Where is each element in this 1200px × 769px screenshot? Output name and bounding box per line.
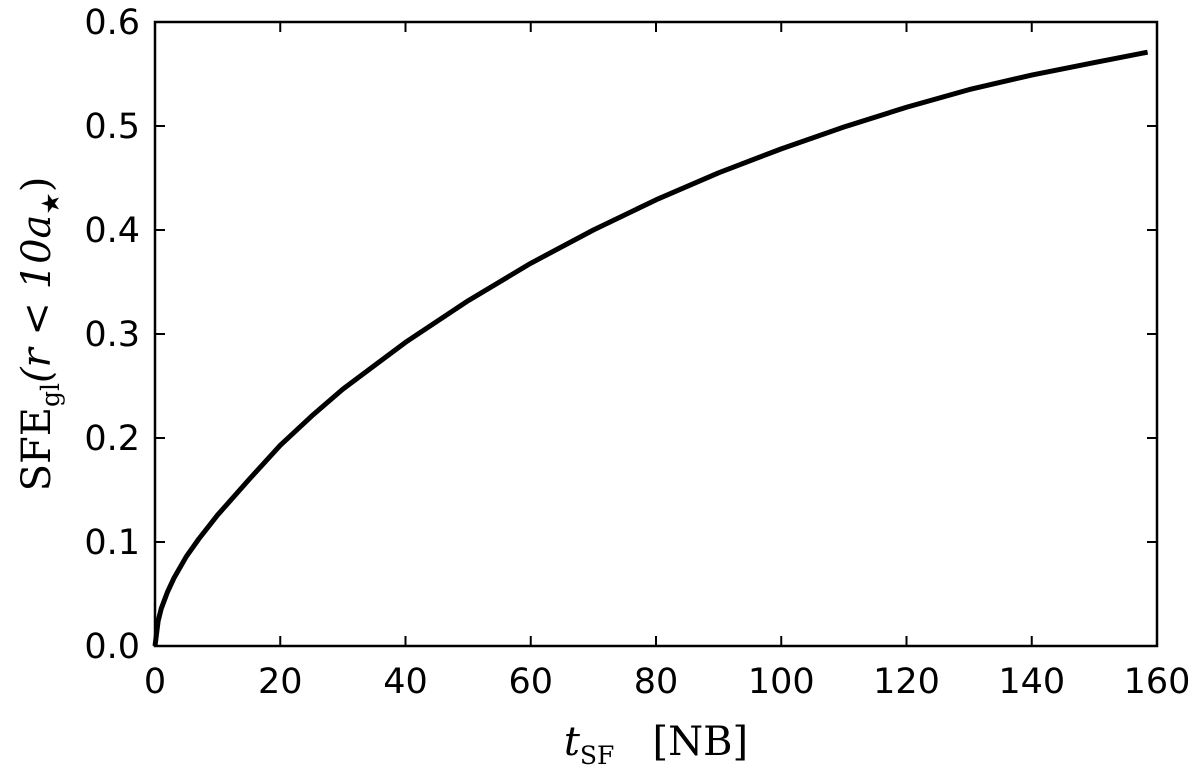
plot-frame [153,20,1159,648]
y-axis-label-rest: (r < 10a [14,215,60,383]
x-tick-label: 40 [383,662,428,702]
x-tick-label: 80 [634,662,679,702]
x-tick-label: 60 [508,662,553,702]
x-tick-label: 20 [258,662,303,702]
y-tick-label: 0.2 [84,419,140,459]
x-tick-label: 100 [748,662,815,702]
tick-labels: 0 20 40 60 80 100 120 140 160 0.0 0.1 0.2 0.3 0.4 0.5 0… [84,3,1190,702]
y-tick-label: 0.3 [84,315,140,355]
x-tick-label: 140 [998,662,1065,702]
y-axis-label-sub2: ★ [36,192,65,214]
y-tick-label: 0.4 [84,211,140,251]
y-axis-label-sub: gl [36,383,65,407]
y-axis-label-main: SFE [14,407,60,491]
x-axis-label-unit: [NB] [653,719,749,765]
x-axis-label-sub: SF [580,741,614,769]
x-axis-label: tSF [NB] [564,719,748,769]
y-tick-label: 0.6 [84,3,140,43]
series-line [152,49,1149,647]
y-tick-label: 0.0 [84,627,140,667]
y-tick-label: 0.5 [84,107,140,147]
y-axis-label-close: ) [14,177,60,193]
y-tick-label: 0.1 [84,523,140,563]
x-tick-label: 160 [1124,662,1191,702]
x-tick-label: 0 [144,662,166,702]
plot-area [155,22,1157,646]
x-tick-label: 120 [873,662,940,702]
x-axis-label-main: t [564,719,581,765]
y-axis-label: SFEgl(r < 10a★) [14,177,65,492]
